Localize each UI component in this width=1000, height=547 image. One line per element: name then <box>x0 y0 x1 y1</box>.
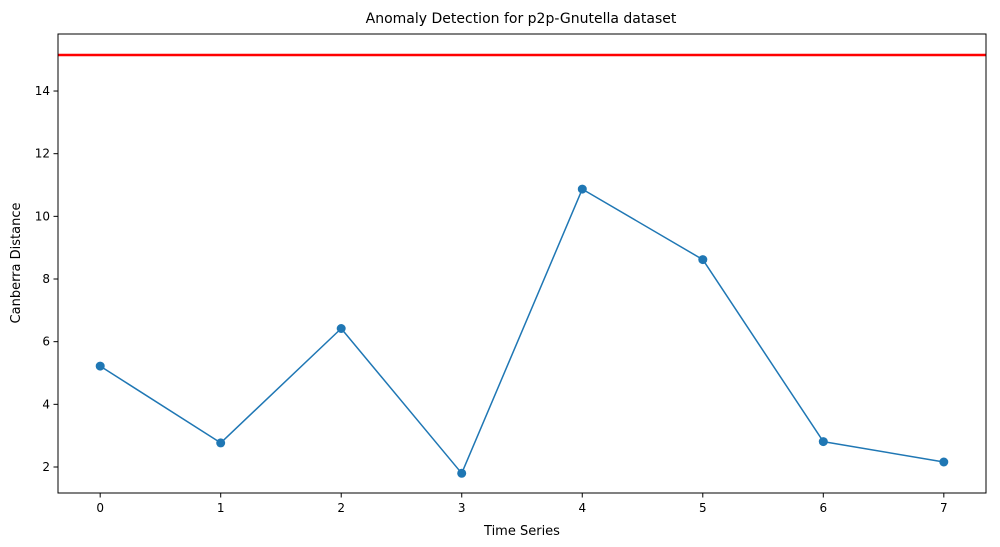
data-point <box>818 437 828 447</box>
series-line <box>99 188 944 475</box>
data-point <box>698 255 708 265</box>
y-axis-label: Canberra Distance <box>9 203 24 324</box>
y-tick-label: 2 <box>42 460 50 474</box>
data-point <box>336 324 346 333</box>
y-tick-label: 12 <box>35 147 50 161</box>
data-point <box>457 468 467 478</box>
x-tick-label: 6 <box>819 501 827 515</box>
chart-title: Anomaly Detection for p2p-Gnutella datas… <box>366 11 677 27</box>
data-point <box>577 184 587 194</box>
y-tick-label: 4 <box>42 397 50 411</box>
x-tick-label: 4 <box>578 501 586 515</box>
y-tick-label: 8 <box>42 272 50 286</box>
data-point <box>95 361 105 371</box>
y-tick-label: 14 <box>35 84 50 98</box>
data-point <box>216 438 226 448</box>
x-axis-label: Time Series <box>483 524 560 539</box>
plot-area-frame <box>57 33 987 494</box>
y-tick-label: 10 <box>35 209 50 223</box>
y-tick-label: 6 <box>42 335 50 349</box>
x-tick-label: 0 <box>96 501 104 515</box>
x-tick-label: 5 <box>699 501 707 515</box>
x-tick-label: 7 <box>940 501 948 515</box>
x-tick-label: 2 <box>337 501 345 515</box>
x-tick-label: 1 <box>217 501 225 515</box>
x-tick-label: 3 <box>458 501 466 515</box>
data-point <box>939 457 949 467</box>
